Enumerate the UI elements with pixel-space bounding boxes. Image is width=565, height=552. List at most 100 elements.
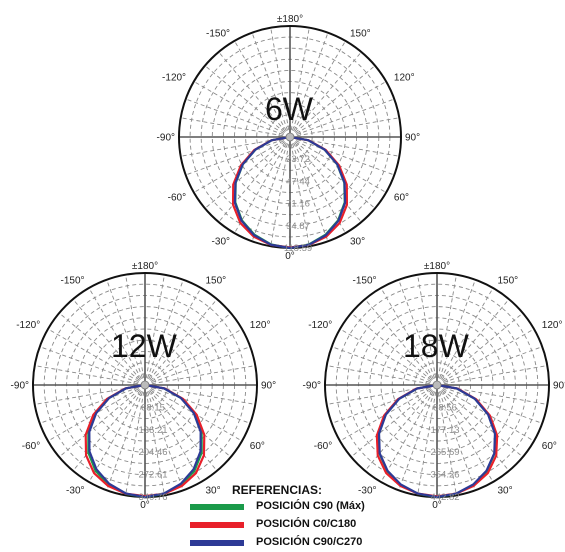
grid-spoke — [72, 298, 146, 386]
grid-spoke — [144, 365, 256, 386]
grid-spoke — [436, 274, 457, 386]
angle-label: -150° — [352, 276, 376, 287]
grid-spoke — [218, 51, 291, 138]
grid-spoke — [398, 384, 438, 491]
ring-value-label: 442.82 — [430, 492, 459, 503]
ring-value-label: 272.61 — [138, 470, 167, 481]
angle-label: -30° — [358, 485, 376, 496]
grid-spoke — [436, 365, 548, 386]
grid-spoke — [39, 384, 146, 424]
ring-value-label: 354.26 — [430, 470, 459, 481]
grid-spoke — [144, 384, 232, 458]
grid-spoke — [270, 27, 291, 138]
grid-spoke — [58, 312, 146, 386]
grid-spoke — [193, 81, 291, 138]
grid-spoke — [144, 279, 184, 386]
grid-spoke — [436, 279, 476, 386]
grid-spoke — [234, 40, 291, 138]
grid-spoke — [34, 365, 146, 386]
angle-label: -150° — [206, 29, 230, 40]
angle-label: -120° — [162, 73, 186, 84]
ring-value-label: 23.72 — [286, 154, 310, 165]
ring-value-label: 340.76 — [138, 492, 167, 503]
angle-label: ±180° — [277, 14, 303, 25]
legend-label: POSICIÓN C90 (Máx) — [256, 500, 365, 512]
angle-label: -120° — [16, 320, 40, 331]
grid-spoke — [144, 384, 218, 472]
grid-spoke — [180, 117, 291, 138]
grid-spoke — [289, 136, 329, 242]
angle-label: -90° — [303, 381, 321, 392]
grid-spoke — [204, 136, 291, 209]
angle-label: 150° — [206, 276, 227, 287]
ring-value-label: 88.56 — [433, 402, 457, 413]
grid-spoke — [289, 27, 310, 138]
angle-label: ±180° — [132, 261, 158, 272]
grid-spoke — [417, 384, 438, 496]
angle-label: 0° — [432, 500, 442, 511]
grid-spoke — [58, 384, 146, 458]
grid-spoke — [144, 384, 184, 491]
angle-label: 30° — [498, 485, 513, 496]
angle-label: 90° — [261, 381, 276, 392]
grid-spoke — [380, 384, 438, 483]
grid-spoke — [204, 65, 291, 138]
center-marker — [432, 380, 442, 390]
grid-spoke — [350, 312, 438, 386]
grid-spoke — [88, 287, 146, 386]
grid-spoke — [326, 365, 438, 386]
grid-spoke — [331, 384, 438, 424]
grid-spoke — [436, 384, 548, 405]
legend-title: REFERENCIAS: — [232, 483, 323, 497]
legend-swatch-blue — [190, 540, 244, 546]
legend-label: POSICIÓN C90/C270 — [256, 536, 363, 548]
grid-spoke — [251, 136, 291, 242]
ring-value-label: 177.13 — [430, 425, 459, 436]
grid-spoke — [380, 287, 438, 386]
grid-spoke — [436, 384, 457, 496]
ring-value-label: 136.21 — [138, 425, 167, 436]
grid-spoke — [39, 346, 146, 386]
ring-value-label: 71.16 — [286, 199, 310, 210]
grid-spoke — [436, 287, 494, 386]
ring-value-label: 94.87 — [286, 221, 310, 232]
chart-title: 18W — [403, 328, 470, 364]
angle-label: 30° — [206, 485, 221, 496]
legend-swatch-red — [190, 522, 244, 528]
grid-spoke — [364, 298, 438, 386]
angle-label: -90° — [157, 133, 175, 144]
chart-title: 12W — [111, 328, 178, 364]
grid-spoke — [436, 346, 543, 386]
angle-label: 0° — [140, 500, 150, 511]
grid-spoke — [144, 346, 251, 386]
grid-spoke — [289, 136, 362, 223]
angle-label: 120° — [394, 73, 415, 84]
legend-item-c90-max: POSICIÓN C90 (Máx) — [190, 500, 420, 516]
series-line-c90-c270 — [377, 383, 497, 499]
grid-spoke — [106, 279, 146, 386]
grid-spoke — [436, 328, 535, 386]
grid-spoke — [339, 328, 438, 386]
angle-label: 60° — [542, 441, 557, 452]
grid-spoke — [289, 98, 395, 138]
ring-value-label: 118.59 — [284, 243, 312, 254]
grid-spoke — [34, 384, 146, 405]
grid-spoke — [289, 65, 376, 138]
angle-label: 120° — [250, 320, 271, 331]
ring-value-label: 68.15 — [141, 402, 165, 413]
angle-label: 60° — [250, 441, 265, 452]
grid-spoke — [436, 384, 494, 483]
chart-title: 6W — [265, 91, 314, 127]
grid-spoke — [350, 384, 438, 458]
grid-spoke — [289, 32, 329, 138]
angle-label: 90° — [553, 381, 565, 392]
angle-label: -90° — [11, 381, 29, 392]
grid-spoke — [185, 136, 291, 176]
grid-spoke — [185, 98, 291, 138]
grid-spoke — [326, 384, 438, 405]
series-line-c90-c270 — [88, 383, 202, 499]
grid-spoke — [289, 117, 400, 138]
grid-spoke — [218, 136, 291, 223]
grid-spoke — [144, 312, 232, 386]
grid-spoke — [436, 384, 543, 424]
